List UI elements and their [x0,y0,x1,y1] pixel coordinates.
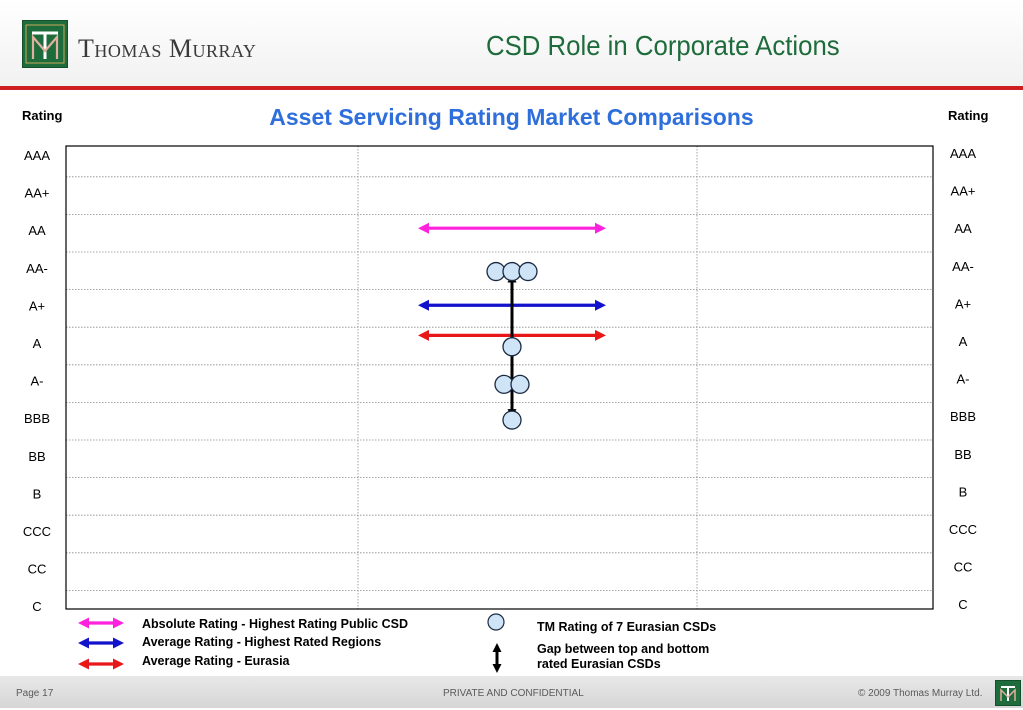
csd-points [486,261,538,430]
y-tick-left: AA+ [25,186,50,201]
legend-point-symbol [487,613,505,631]
thomas-murray-logo [22,20,68,68]
legend-gap-label-line2: rated Eurasian CSDs [537,657,661,671]
y-tick-right: AA+ [951,184,976,199]
legend-gap-arrow [492,643,502,673]
brand-name: Thomas Murray [78,34,257,63]
y-tick-right: AA [954,221,972,236]
y-tick-left: AA- [26,261,48,276]
csd-rating-point [486,261,506,282]
plot-frame [65,145,934,610]
legend-absolute-label: Absolute Rating - Highest Rating Public … [142,617,408,631]
y-tick-right: A+ [955,296,971,311]
y-tick-left: BB [28,449,45,464]
y-tick-right: A [959,334,968,349]
legend-tm-rating-label: TM Rating of 7 Eurasian CSDs [537,620,717,634]
y-tick-right: AA- [952,259,974,274]
slide-header [0,0,1023,86]
csd-rating-point [510,374,530,395]
tm-monogram-icon [25,24,65,64]
legend-avg-regions-label: Average Rating - Highest Rated Regions [142,635,382,649]
y-tick-right: B [959,484,968,499]
y-tick-right: A- [957,372,970,387]
legend-gap-label-line1: Gap between top and bottom [537,642,710,656]
y-tick-left: AA [28,223,46,238]
page-number: Page 17 [16,688,54,699]
y-tick-left: CCC [23,524,51,539]
copyright-notice: © 2009 Thomas Murray Ltd. [858,688,983,699]
csd-rating-point [502,261,522,282]
header-divider [0,86,1023,90]
y-tick-left: AAA [24,148,50,163]
y-tick-left: B [33,486,42,501]
grid-layer [66,146,933,609]
confidential-notice: PRIVATE AND CONFIDENTIAL [443,688,584,699]
y-tick-right: C [958,597,967,612]
csd-rating-point [502,410,522,430]
left-axis-label: Rating [22,108,63,123]
legend-avg-eurasia-label: Average Rating - Eurasia [142,654,290,668]
y-tick-left: A+ [29,298,45,313]
csd-rating-point [518,261,538,282]
slide-title: CSD Role in Corporate Actions [486,30,840,61]
y-tick-right: BBB [950,409,976,424]
y-tick-left: A- [31,374,44,389]
absolute-rating-arrow [418,222,606,234]
y-tick-left: BBB [24,411,50,426]
y-tick-right: CCC [949,522,977,537]
legend-absolute-arrow [78,617,124,629]
y-tick-right: AAA [950,146,976,161]
legend-eurasia-arrow [78,658,124,670]
legend-regions-arrow [78,637,124,649]
footer-logo [995,680,1021,706]
y-tick-left: CC [28,562,47,577]
right-axis-label: Rating [948,108,989,123]
legend-marks [78,613,505,673]
y-tick-left: C [32,599,41,614]
csd-rating-point [494,374,514,395]
y-tick-right: CC [954,560,973,575]
y-tick-left: A [33,336,42,351]
tm-monogram-small-icon [1000,686,1016,701]
y-tick-right: BB [954,447,971,462]
chart-title: Asset Servicing Rating Market Comparison… [269,104,754,130]
csd-rating-point [502,337,522,357]
slide-footer: Page 17 PRIVATE AND CONFIDENTIAL © 2009 … [0,676,1023,708]
